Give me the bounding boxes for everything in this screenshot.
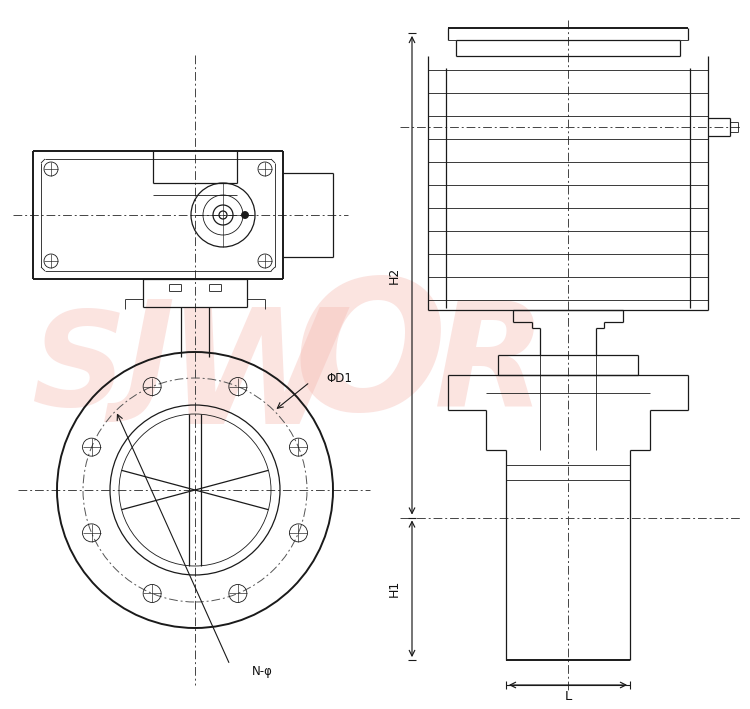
Text: J: J [125, 296, 175, 423]
Circle shape [242, 211, 248, 218]
Text: H1: H1 [388, 580, 401, 598]
Text: W: W [166, 303, 343, 457]
Text: ΦD1: ΦD1 [326, 372, 352, 386]
Text: R: R [433, 294, 546, 435]
Text: H2: H2 [388, 267, 401, 284]
Text: N-φ: N-φ [252, 664, 273, 678]
Text: O: O [293, 272, 447, 448]
Text: S: S [32, 306, 128, 433]
Text: L: L [564, 689, 572, 703]
